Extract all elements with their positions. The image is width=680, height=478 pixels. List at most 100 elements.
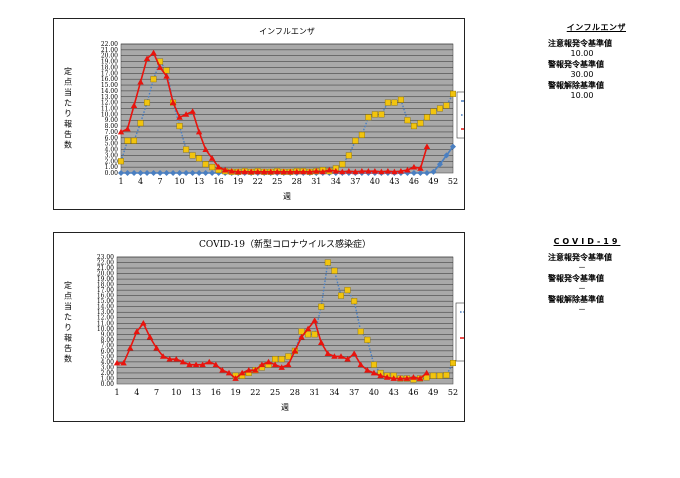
covid19-panel-title: COVID-19 (553, 237, 621, 246)
y-tick-label: 12.00 (97, 315, 114, 322)
data-point (189, 108, 196, 114)
y-tick-label: 17.00 (101, 70, 118, 77)
data-point (326, 166, 333, 173)
y-tick-label: 18.00 (101, 64, 118, 71)
legend: 2022年2023年2024年 (456, 91, 520, 139)
y-tick-label: 4.00 (101, 359, 115, 366)
data-point (144, 170, 151, 176)
data-point (209, 170, 216, 176)
data-point (195, 128, 203, 135)
data-point (183, 170, 190, 176)
caution-threshold-value: 10.00 (570, 49, 594, 58)
data-point (232, 375, 239, 381)
y-tick-label: 14.00 (97, 304, 114, 311)
influenza-chart-box: 0.00 1.00 2.00 3.00 4.00 5.00 6.00 7.00 8.00 9.00… (53, 18, 520, 210)
y-tick-label: 8.00 (101, 337, 115, 344)
data-point (403, 375, 411, 381)
y-tick-label: 7.00 (105, 129, 119, 136)
y-tick-label: 10.00 (97, 326, 114, 333)
data-point (319, 168, 327, 175)
influenza-panel-title: インフルエンザ (566, 23, 626, 32)
warning-release-value: － (578, 305, 586, 314)
data-point (300, 168, 307, 175)
data-point (285, 361, 292, 368)
data-point (157, 170, 164, 176)
covid19-chart: 0.001.002.003.004.005.006.007.008.009.00… (64, 238, 519, 412)
data-point (306, 168, 313, 175)
data-point (339, 161, 346, 168)
x-tick-label: 40 (369, 388, 379, 397)
x-tick-label: 37 (349, 388, 359, 397)
data-point (430, 372, 437, 379)
data-point (450, 143, 456, 150)
data-point (274, 168, 281, 175)
data-point (331, 353, 338, 359)
y-tick-label: 16.00 (101, 76, 118, 83)
data-point (208, 155, 216, 161)
gridlines (117, 256, 453, 379)
y-axis-label: 定点当たり報告数 (64, 66, 72, 150)
data-point (291, 347, 299, 354)
warning-threshold-value: 30.00 (570, 70, 594, 79)
data-point (137, 78, 144, 85)
x-tick-label: 13 (194, 177, 204, 186)
x-tick-label: 25 (270, 388, 280, 397)
caution-threshold-label: 注意報発令基準値 (548, 253, 612, 262)
data-point (390, 375, 397, 381)
data-point (371, 168, 379, 174)
data-point (199, 361, 206, 368)
data-point (416, 375, 424, 381)
x-tick-labels: 1 4 7 10 13 16 19 22 25 28 31 34 37 40 43 46 49 52 (118, 177, 458, 186)
data-point (397, 96, 404, 103)
data-point (384, 99, 391, 106)
plot-area (116, 256, 454, 385)
x-tick-label: 1 (114, 388, 119, 397)
y-tick-label: 6.00 (101, 348, 115, 355)
data-point (318, 339, 325, 345)
covid19-threshold-panel: COVID-19 注意報発令基準値 － 警報発令基準値 － 警報解除基準値 － (548, 237, 634, 316)
data-point (364, 336, 371, 343)
data-point (332, 168, 340, 174)
x-tick-label: 7 (154, 388, 159, 397)
data-point (228, 168, 235, 174)
data-point (176, 123, 183, 130)
data-point (337, 353, 345, 359)
data-point (179, 358, 187, 365)
y-tick-label: 2.00 (105, 158, 119, 165)
data-point (113, 359, 121, 366)
data-point (159, 353, 167, 359)
y-tick-label: 18.00 (97, 282, 114, 289)
data-point (267, 168, 274, 175)
data-point (150, 76, 157, 83)
data-point (430, 168, 437, 175)
data-point (206, 358, 213, 365)
series-2024年 (117, 49, 431, 175)
data-point (345, 152, 352, 159)
y-tick-label: 17.00 (97, 287, 114, 294)
data-point (117, 128, 125, 135)
warning-release-label: 警報解除基準値 (548, 295, 604, 304)
data-point (287, 168, 294, 175)
y-tick-label: 3.00 (101, 364, 115, 371)
data-point (404, 117, 411, 124)
x-tick-label: 28 (290, 388, 300, 397)
data-point (272, 356, 279, 363)
data-point (247, 168, 255, 175)
warning-threshold-label: 警報発令基準値 (548, 274, 604, 283)
data-point (209, 164, 216, 171)
data-point (176, 114, 183, 120)
x-tick-label: 37 (350, 177, 360, 186)
y-tick-label: 20.00 (101, 53, 118, 60)
data-point (271, 361, 279, 368)
y-tick-label: 2.00 (101, 370, 115, 377)
y-tick-label: 16.00 (97, 293, 114, 300)
data-point (410, 170, 417, 176)
data-point (410, 163, 418, 170)
covid19-chart-box: 0.00 1.00 2.00 3.00 4.00 5.00 6.00 7.00 8.00 9.00… (53, 232, 519, 422)
data-point (117, 158, 124, 165)
data-point (443, 152, 450, 159)
data-point (370, 369, 378, 376)
x-tick-label: 52 (448, 388, 458, 397)
y-tick-label: 21.00 (97, 265, 114, 272)
data-point (318, 303, 325, 310)
